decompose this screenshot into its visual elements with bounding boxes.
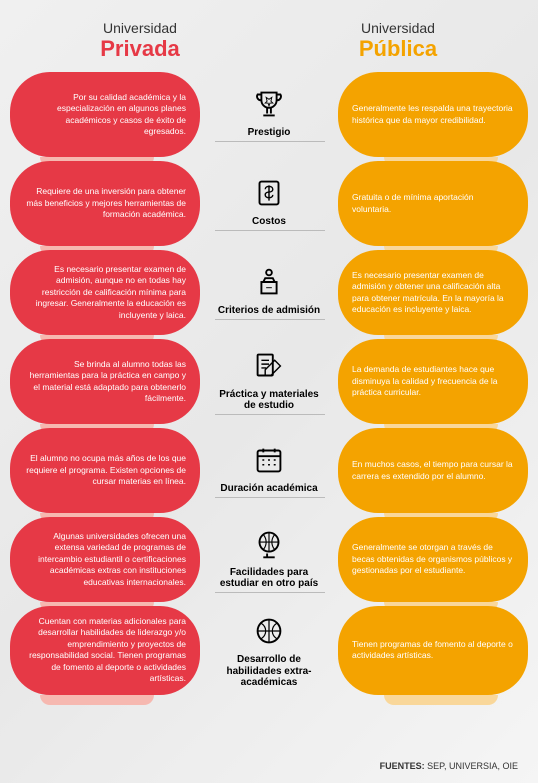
footer-label: FUENTES: [380, 761, 425, 771]
privada-text: Cuentan con materias adicionales para de… [24, 616, 186, 685]
category-icon [250, 85, 288, 123]
center-category: Prestigio [209, 72, 329, 157]
publica-text: Gratuita o de mínima aportación voluntar… [352, 192, 514, 215]
divider [215, 414, 325, 415]
header-title-publica: Pública [308, 36, 488, 62]
publica-text: En muchos casos, el tiempo para cursar l… [352, 459, 514, 482]
comparison-row: Por su calidad académica y la especializ… [10, 72, 528, 157]
comparison-row: Es necesario presentar examen de admisió… [10, 250, 528, 335]
category-label: Prestigio [248, 127, 291, 139]
privada-bubble: El alumno no ocupa más años de los que r… [10, 428, 200, 513]
privada-text: Es necesario presentar examen de admisió… [24, 264, 186, 321]
center-category: Práctica y materiales de estudio [209, 339, 329, 424]
footer: FUENTES: SEP, UNIVERSIA, OIE [380, 761, 518, 771]
header-publica: Universidad Pública [308, 20, 488, 62]
header-label-left: Universidad [50, 20, 230, 36]
divider [215, 497, 325, 498]
header-privada: Universidad Privada [50, 20, 230, 62]
privada-text: Por su calidad académica y la especializ… [24, 92, 186, 138]
comparison-row: Cuentan con materias adicionales para de… [10, 606, 528, 695]
center-category: Duración académica [209, 428, 329, 513]
category-label: Criterios de admisión [218, 305, 320, 317]
divider [215, 141, 325, 142]
comparison-row: Requiere de una inversión para obtener m… [10, 161, 528, 246]
category-label: Costos [252, 216, 286, 228]
category-label: Práctica y materiales de estudio [215, 389, 323, 412]
center-category: Desarrollo de habilidades extra-académic… [209, 606, 329, 695]
publica-bubble: La demanda de estudiantes hace que dismi… [338, 339, 528, 424]
publica-text: Generalmente se otorgan a través de beca… [352, 542, 514, 576]
publica-text: Es necesario presentar examen de admisió… [352, 270, 514, 316]
category-label: Duración académica [220, 483, 317, 495]
comparison-row: Algunas universidades ofrecen una extens… [10, 517, 528, 602]
privada-bubble: Algunas universidades ofrecen una extens… [10, 517, 200, 602]
header-label-right: Universidad [308, 20, 488, 36]
privada-bubble: Se brinda al alumno todas las herramient… [10, 339, 200, 424]
publica-bubble: Generalmente se otorgan a través de beca… [338, 517, 528, 602]
publica-bubble: Gratuita o de mínima aportación voluntar… [338, 161, 528, 246]
publica-bubble: Tienen programas de fomento al deporte o… [338, 606, 528, 695]
publica-text: Generalmente les respalda una trayectori… [352, 103, 514, 126]
privada-text: Requiere de una inversión para obtener m… [24, 186, 186, 220]
privada-bubble: Requiere de una inversión para obtener m… [10, 161, 200, 246]
privada-bubble: Cuentan con materias adicionales para de… [10, 606, 200, 695]
privada-bubble: Por su calidad académica y la especializ… [10, 72, 200, 157]
comparison-row: El alumno no ocupa más años de los que r… [10, 428, 528, 513]
center-category: Criterios de admisión [209, 250, 329, 335]
category-label: Desarrollo de habilidades extra-académic… [215, 654, 323, 689]
category-label: Facilidades para estudiar en otro país [215, 567, 323, 590]
privada-text: Se brinda al alumno todas las herramient… [24, 359, 186, 405]
publica-bubble: En muchos casos, el tiempo para cursar l… [338, 428, 528, 513]
publica-bubble: Generalmente les respalda una trayectori… [338, 72, 528, 157]
footer-value: SEP, UNIVERSIA, OIE [427, 761, 518, 771]
privada-text: Algunas universidades ofrecen una extens… [24, 531, 186, 588]
divider [215, 319, 325, 320]
category-icon [250, 174, 288, 212]
center-category: Costos [209, 161, 329, 246]
header-title-privada: Privada [50, 36, 230, 62]
category-icon [250, 525, 288, 563]
category-icon [250, 263, 288, 301]
privada-bubble: Es necesario presentar examen de admisió… [10, 250, 200, 335]
category-icon [250, 612, 288, 650]
publica-text: La demanda de estudiantes hace que dismi… [352, 364, 514, 398]
center-category: Facilidades para estudiar en otro país [209, 517, 329, 602]
divider [215, 592, 325, 593]
comparison-row: Se brinda al alumno todas las herramient… [10, 339, 528, 424]
category-icon [250, 347, 288, 385]
privada-text: El alumno no ocupa más años de los que r… [24, 453, 186, 487]
divider [215, 230, 325, 231]
publica-bubble: Es necesario presentar examen de admisió… [338, 250, 528, 335]
category-icon [250, 441, 288, 479]
publica-text: Tienen programas de fomento al deporte o… [352, 639, 514, 662]
